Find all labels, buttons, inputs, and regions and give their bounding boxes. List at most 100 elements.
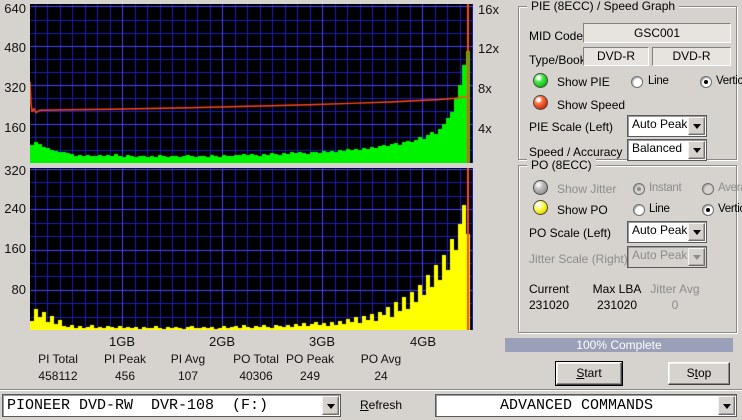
xtick-3gb: 3GB <box>308 334 335 349</box>
stat-label: PI Total <box>38 352 78 366</box>
pie-scale-value: Auto Peak <box>632 117 687 131</box>
pie-ytick-480: 480 <box>4 40 26 55</box>
stat-po-total: PO Total 40306 <box>224 352 288 383</box>
jitter-scale-label: Jitter Scale (Right) <box>529 252 628 266</box>
show-speed-led-icon[interactable] <box>533 95 548 110</box>
pie-ytick-160: 160 <box>4 120 26 135</box>
mid-code-field: GSC001 <box>583 23 731 43</box>
max-lba-label: Max LBA <box>592 282 642 296</box>
pie-speed-chart <box>30 4 473 163</box>
xtick-4gb: 4GB <box>409 334 436 349</box>
pie-scale-select[interactable]: Auto Peak <box>627 115 707 137</box>
command-select-value: ADVANCED COMMANDS <box>499 397 654 414</box>
stat-value: 458112 <box>38 369 78 383</box>
po-chart <box>30 168 473 330</box>
stat-label: PO Avg <box>360 352 402 366</box>
show-speed-label: Show Speed <box>557 98 626 112</box>
jitter-scale-value: Auto Peak <box>632 248 687 262</box>
po-ytick-80: 80 <box>11 282 26 297</box>
start-button-rest: tart <box>584 366 602 380</box>
drive-select-value: PIONEER DVD-RW DVR-108 (F:) <box>7 397 269 414</box>
pie-ytick-320: 320 <box>4 80 26 95</box>
stat-label: PO Total <box>233 352 279 366</box>
xtick-2gb: 2GB <box>208 334 235 349</box>
dropdown-arrow-icon[interactable] <box>718 396 735 415</box>
drive-select[interactable]: PIONEER DVD-RW DVR-108 (F:) <box>2 394 341 417</box>
stop-button-rest: op <box>698 366 712 380</box>
po-ytick-160: 160 <box>4 241 26 256</box>
max-lba-value: 231020 <box>596 298 638 312</box>
stat-label: PI Avg <box>170 352 206 366</box>
po-groupbox: PO (8ECC) Show Jitter Instant Average Sh… <box>518 158 742 333</box>
po-line-radio[interactable] <box>633 204 645 216</box>
stat-po-avg: PO Avg 24 <box>349 352 413 383</box>
stop-button-accel: t <box>694 366 698 380</box>
stat-value: 24 <box>374 369 388 383</box>
speed-tick-12x: 12x <box>478 41 499 56</box>
show-po-led-icon[interactable] <box>533 200 548 215</box>
po-scale-label: PO Scale (Left) <box>529 226 612 240</box>
groupbox-title: PO (8ECC) <box>527 158 596 172</box>
speed-accuracy-value: Balanced <box>632 141 683 155</box>
po-scale-value: Auto Peak <box>632 223 687 237</box>
stat-pi-total: PI Total 458112 <box>26 352 90 383</box>
jitter-average-radio <box>702 183 714 195</box>
pie-line-radio[interactable] <box>631 76 643 88</box>
show-jitter-label: Show Jitter <box>557 182 617 196</box>
po-ytick-240: 240 <box>4 201 26 216</box>
dropdown-arrow-icon[interactable] <box>688 223 705 241</box>
start-button[interactable]: Start <box>556 362 622 385</box>
stat-value: 249 <box>299 369 321 383</box>
type-book-label: Type/Book <box>529 53 586 67</box>
po-ytick-320: 320 <box>4 163 26 178</box>
current-label: Current <box>528 282 569 296</box>
current-value: 231020 <box>528 298 570 312</box>
refresh-rest: efresh <box>368 398 403 412</box>
stat-pi-avg: PI Avg 107 <box>156 352 220 383</box>
stat-label: PI Peak <box>103 352 147 366</box>
stat-value: 107 <box>177 369 199 383</box>
show-po-label: Show PO <box>557 203 608 217</box>
show-pie-label: Show PIE <box>557 75 610 89</box>
po-scale-select[interactable]: Auto Peak <box>627 221 707 243</box>
jitter-instant-radio <box>633 183 645 195</box>
speed-tick-8x: 8x <box>478 81 492 96</box>
pie-vertical-label: Vertical <box>716 75 742 87</box>
bottom-divider <box>0 389 742 391</box>
dropdown-arrow-icon[interactable] <box>322 396 339 415</box>
po-vertical-radio[interactable] <box>702 204 714 216</box>
xtick-1gb: 1GB <box>108 334 135 349</box>
type-field: DVD-R <box>583 47 649 66</box>
pie-scale-label: PIE Scale (Left) <box>529 120 614 134</box>
pie-vertical-radio[interactable] <box>700 76 712 88</box>
dropdown-arrow-icon[interactable] <box>688 117 705 135</box>
stat-value: 456 <box>114 369 136 383</box>
stat-po-peak: PO Peak 249 <box>278 352 342 383</box>
speed-tick-4x: 4x <box>478 121 492 136</box>
show-pie-led-icon[interactable] <box>533 73 548 88</box>
pie-line-label: Line <box>648 75 669 87</box>
pie-speed-groupbox: PIE (8ECC) / Speed Graph MID Code GSC001… <box>518 0 742 161</box>
jitter-avg-value: 0 <box>671 298 679 312</box>
speed-tick-16x: 16x <box>478 2 499 17</box>
groupbox-title: PIE (8ECC) / Speed Graph <box>527 0 680 13</box>
po-vertical-label: Vertical <box>718 203 742 215</box>
po-line-label: Line <box>649 203 670 215</box>
refresh-button[interactable]: Refresh <box>360 398 402 412</box>
jitter-scale-select: Auto Peak <box>627 246 707 268</box>
speed-accuracy-select[interactable]: Balanced <box>627 139 707 161</box>
mid-code-label: MID Code <box>529 29 584 43</box>
dropdown-arrow-icon[interactable] <box>688 141 705 159</box>
stop-button[interactable]: Stop <box>668 362 730 385</box>
refresh-accel: R <box>360 398 369 412</box>
stat-pi-peak: PI Peak 456 <box>93 352 157 383</box>
stat-label: PO Peak <box>285 352 335 366</box>
stop-button-pre: S <box>686 366 695 380</box>
start-button-accel: S <box>576 366 585 380</box>
jitter-instant-label: Instant <box>649 182 682 194</box>
command-select[interactable]: ADVANCED COMMANDS <box>435 394 737 417</box>
book-field: DVD-R <box>652 47 731 66</box>
show-jitter-led-icon <box>533 180 548 195</box>
progress-bar: 100% Complete <box>505 338 733 352</box>
